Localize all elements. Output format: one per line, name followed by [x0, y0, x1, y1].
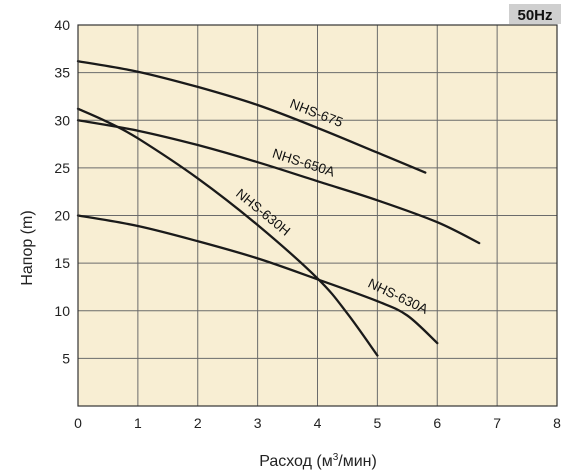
x-tick-label: 1 [134, 415, 142, 431]
x-tick-label: 4 [314, 415, 322, 431]
curve-nhs-650a [76, 119, 481, 245]
x-tick-label: 7 [493, 415, 501, 431]
curve-nhs-630h [76, 107, 379, 357]
x-tick-labels: 0 1 2 3 4 5 6 7 8 [74, 415, 561, 431]
x-tick-label: 5 [373, 415, 381, 431]
performance-curves [76, 60, 481, 357]
frequency-badge: 50Hz [509, 4, 561, 24]
frequency-badge-label: 50Hz [517, 7, 552, 24]
x-tick-label: 8 [553, 415, 561, 431]
curve-nhs-675 [76, 60, 427, 174]
frequency-badge-background [509, 4, 561, 24]
curve-nhs-630a [76, 214, 439, 345]
y-tick-label: 20 [54, 208, 70, 224]
y-tick-labels: 5 10 15 20 25 30 35 40 [54, 17, 70, 366]
y-axis-title: Напор (m) [19, 210, 36, 285]
x-tick-label: 0 [74, 415, 82, 431]
y-tick-label: 25 [54, 160, 70, 176]
y-tick-label: 15 [54, 255, 70, 271]
y-tick-label: 10 [54, 303, 70, 319]
y-tick-label: 5 [62, 350, 70, 366]
x-tick-label: 2 [194, 415, 202, 431]
y-tick-label: 35 [54, 65, 70, 81]
x-tick-label: 6 [433, 415, 441, 431]
plot-frame [77, 24, 558, 407]
y-tick-label: 30 [54, 112, 70, 128]
y-tick-label: 40 [54, 17, 70, 33]
x-axis-title: Расход (м3/мин) [259, 452, 377, 470]
x-tick-label: 3 [254, 415, 262, 431]
